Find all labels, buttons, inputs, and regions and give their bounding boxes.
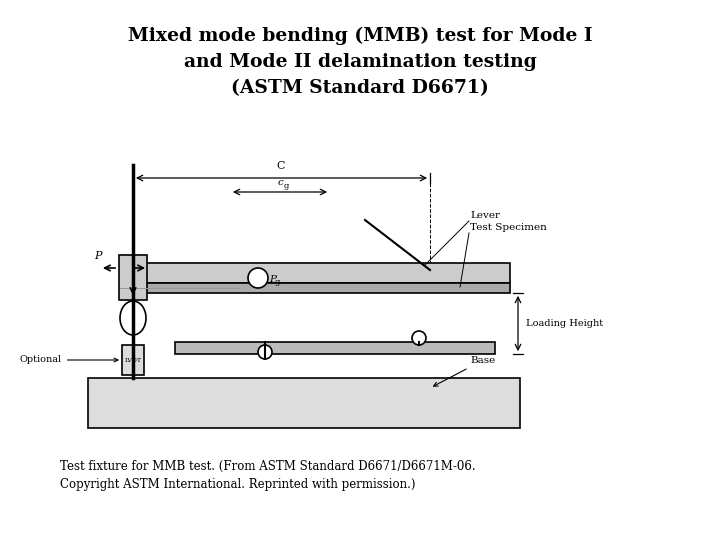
Text: Loading Height: Loading Height bbox=[526, 319, 603, 327]
Circle shape bbox=[412, 331, 426, 345]
Text: Base: Base bbox=[433, 356, 495, 386]
Circle shape bbox=[248, 268, 268, 288]
Text: P: P bbox=[269, 274, 276, 284]
Bar bbox=[175, 342, 495, 354]
Text: Lever: Lever bbox=[470, 211, 500, 220]
Text: Test Specimen: Test Specimen bbox=[470, 223, 547, 232]
Text: LVDT: LVDT bbox=[125, 357, 142, 362]
Text: g: g bbox=[275, 278, 280, 286]
Circle shape bbox=[258, 345, 272, 359]
Bar bbox=[122, 345, 144, 375]
Ellipse shape bbox=[120, 301, 146, 335]
Text: c: c bbox=[277, 178, 283, 187]
Text: Optional: Optional bbox=[20, 355, 118, 364]
Bar bbox=[120, 263, 510, 283]
Text: P: P bbox=[94, 251, 102, 261]
Bar bbox=[88, 378, 520, 428]
Text: C: C bbox=[276, 161, 285, 171]
Bar bbox=[119, 255, 147, 300]
Text: Mixed mode bending (MMB) test for Mode I
and Mode II delamination testing
(ASTM : Mixed mode bending (MMB) test for Mode I… bbox=[127, 27, 593, 97]
Text: Test fixture for MMB test. (From ASTM Standard D6671/D6671M-06.
Copyright ASTM I: Test fixture for MMB test. (From ASTM St… bbox=[60, 460, 476, 491]
Text: g: g bbox=[284, 182, 289, 190]
Bar bbox=[120, 283, 510, 293]
